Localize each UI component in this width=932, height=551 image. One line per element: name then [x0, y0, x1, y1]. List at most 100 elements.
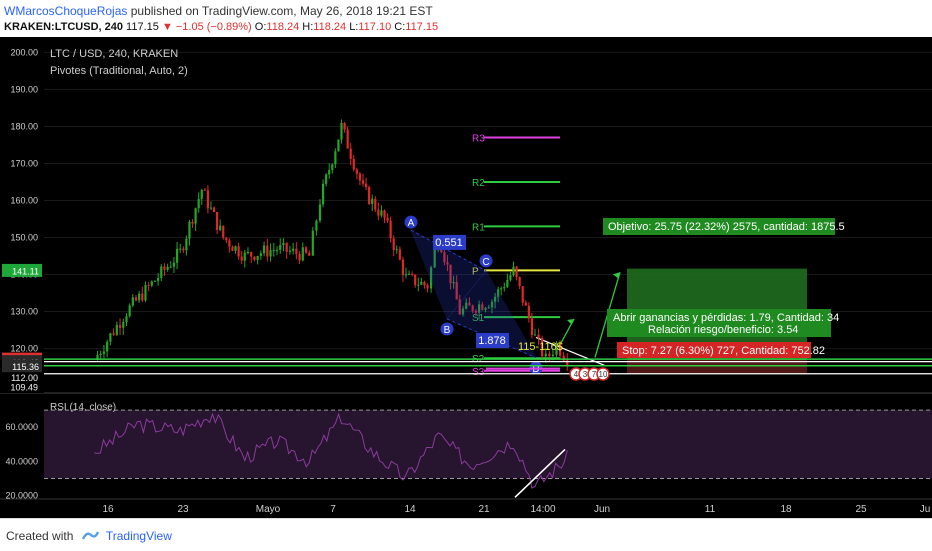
publish-line: WMarcosChoqueRojas published on TradingV…	[4, 4, 433, 18]
candle-body	[194, 208, 197, 224]
published-text: published on TradingView.com, May 26, 20…	[130, 4, 433, 18]
candle-body	[188, 221, 191, 239]
candle-body	[253, 256, 256, 260]
target-arrow-head	[613, 272, 620, 279]
candle-body	[331, 164, 334, 170]
candle-body	[524, 302, 527, 306]
candle-body	[122, 321, 125, 328]
close-value: 117.15	[405, 21, 439, 33]
candle-body	[380, 210, 383, 216]
candle-body	[490, 301, 494, 308]
candle-body	[537, 334, 540, 338]
candle-body	[138, 293, 141, 301]
candle-body	[222, 225, 225, 238]
event-badge-3	[596, 367, 610, 381]
candle-body	[377, 209, 380, 216]
candle-body	[566, 360, 569, 367]
time-axis: 16 23 Mayo 7 14 21 14:00 Jun 11 18 25 Ju	[0, 498, 932, 515]
candle-body	[383, 210, 386, 218]
candle-body	[527, 305, 530, 319]
author-link[interactable]: WMarcosChoqueRojas	[4, 4, 128, 18]
pattern-label-a: A	[408, 218, 415, 229]
candle-body	[150, 281, 153, 286]
candle-body	[109, 333, 112, 342]
candle-body	[240, 256, 243, 261]
candle-body	[364, 183, 368, 188]
time-tick-4: 14	[404, 504, 416, 515]
time-tick-8: 11	[705, 504, 716, 515]
price-tick-7: 130.00	[10, 307, 38, 317]
pattern-label-c: C	[482, 257, 489, 268]
candle-body	[478, 304, 481, 313]
candle-body	[346, 129, 349, 149]
candle-body	[282, 242, 285, 246]
tradingview-logo-icon	[81, 529, 99, 544]
footer: Created with TradingView	[0, 518, 932, 551]
l-label: L:	[349, 21, 359, 33]
candle-body	[349, 148, 352, 159]
candle-body	[392, 238, 395, 250]
candle-body	[533, 334, 537, 336]
price-axis: 200.00190.00180.00170.00160.00150.00140.…	[0, 37, 44, 393]
pivot-lines: R3R2R1PS1S2S3	[472, 134, 560, 378]
candle-body	[389, 220, 392, 239]
candle-body	[279, 245, 282, 250]
candle-body	[275, 249, 279, 251]
candle-body	[337, 139, 340, 152]
candle-body	[206, 190, 209, 209]
candle-body	[263, 245, 266, 254]
candle-body	[266, 245, 269, 257]
candle-body	[404, 274, 408, 276]
price-change: ▼ −1.05 (−0.89%)	[161, 21, 252, 33]
header-bar: WMarcosChoqueRojas published on TradingV…	[0, 0, 932, 37]
candle-body	[298, 253, 301, 261]
open-value: 118.24	[266, 21, 300, 33]
candle-body	[144, 284, 147, 301]
candle-body	[203, 189, 206, 191]
rsi-tick-2: 20.0000	[5, 491, 38, 501]
candle-body	[334, 151, 337, 165]
candle-body	[256, 255, 259, 260]
candle-body	[163, 266, 166, 270]
candle-body	[474, 310, 477, 313]
candle-body	[458, 299, 461, 315]
price-tick-4: 160.00	[10, 195, 38, 205]
candle-body	[468, 302, 471, 306]
candles	[96, 119, 569, 372]
candle-body	[471, 305, 474, 311]
candle-body	[541, 337, 544, 357]
candle-body	[269, 250, 272, 257]
rsi-tick-1: 40.0000	[5, 456, 38, 466]
candle-body	[530, 318, 534, 336]
last-price: 117.15	[126, 21, 159, 33]
candle-body	[493, 296, 497, 302]
candle-body	[125, 316, 128, 322]
pair-label: LTC / USD, 240, KRAKEN	[50, 48, 178, 60]
event-badge-label-3: 10	[599, 370, 608, 379]
candle-body	[484, 307, 487, 310]
time-tick-3: 7	[330, 504, 336, 515]
candle-body	[106, 341, 109, 352]
candle-body	[414, 274, 417, 286]
pattern-label-b: B	[444, 325, 451, 336]
candle-body	[112, 333, 115, 335]
created-with-text: Created with	[6, 529, 74, 543]
price-badge-label-3: 115.36	[12, 362, 39, 372]
candle-body	[141, 293, 144, 301]
candle-body	[328, 169, 331, 175]
event-badge-label-2: 7	[592, 370, 597, 379]
indicator-label: Pivotes (Traditional, Auto, 2)	[50, 65, 188, 77]
candle-body	[99, 353, 102, 356]
symbol-label: KRAKEN:LTCUSD, 240	[4, 21, 123, 33]
projection-arrow-line	[559, 318, 575, 346]
candle-body	[134, 297, 138, 301]
pivot-label-r1: R1	[472, 222, 485, 233]
tradingview-link[interactable]: TradingView	[105, 529, 172, 543]
candle-body	[358, 173, 362, 181]
candle-body	[169, 266, 172, 268]
pivot-label-r2: R2	[472, 178, 485, 189]
price-tick-extra-1: 112.00	[11, 373, 38, 383]
